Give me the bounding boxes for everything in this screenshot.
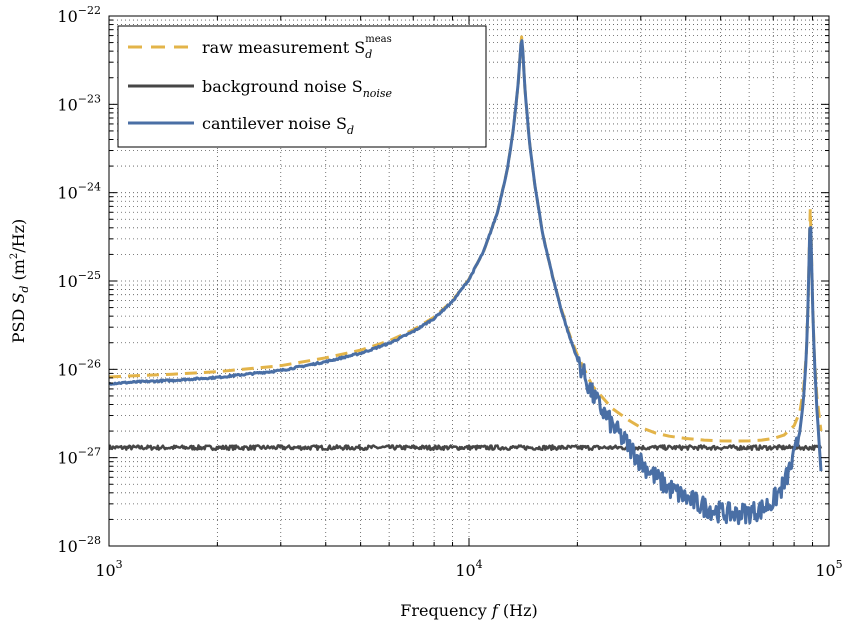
y-tick-label: 10−27 bbox=[57, 446, 101, 468]
y-tick-label: 10−22 bbox=[57, 4, 101, 26]
y-tick-label: 10−26 bbox=[57, 357, 101, 379]
plot-area bbox=[109, 35, 823, 526]
y-tick-label: 10−28 bbox=[57, 534, 101, 556]
y-tick-label: 10−23 bbox=[57, 92, 101, 114]
y-tick-label: 10−25 bbox=[57, 269, 101, 291]
legend-label-raw: raw measurement Sdmeas bbox=[202, 34, 392, 61]
x-tick-label: 104 bbox=[455, 558, 482, 580]
x-tick-label: 105 bbox=[815, 558, 842, 580]
series-background-noise bbox=[109, 444, 823, 452]
y-tick-labels: 10−28 10−27 10−26 10−25 10−24 10−23 10−22 bbox=[57, 4, 101, 556]
legend-label-background: background noise Snoise bbox=[202, 77, 393, 100]
y-tick-label: 10−24 bbox=[57, 181, 101, 203]
x-tick-label: 103 bbox=[95, 558, 122, 580]
x-tick-labels: 103 104 105 bbox=[95, 558, 842, 580]
legend-label-cantilever: cantilever noise Sd bbox=[202, 114, 354, 137]
y-axis-label: PSD Sd (m2/Hz) bbox=[9, 219, 31, 344]
series-cantilever-noise bbox=[109, 39, 823, 526]
axis-ticks bbox=[108, 15, 830, 547]
x-axis-label: Frequency f (Hz) bbox=[400, 601, 538, 620]
legend: raw measurement Sdmeas background noise … bbox=[117, 25, 487, 148]
